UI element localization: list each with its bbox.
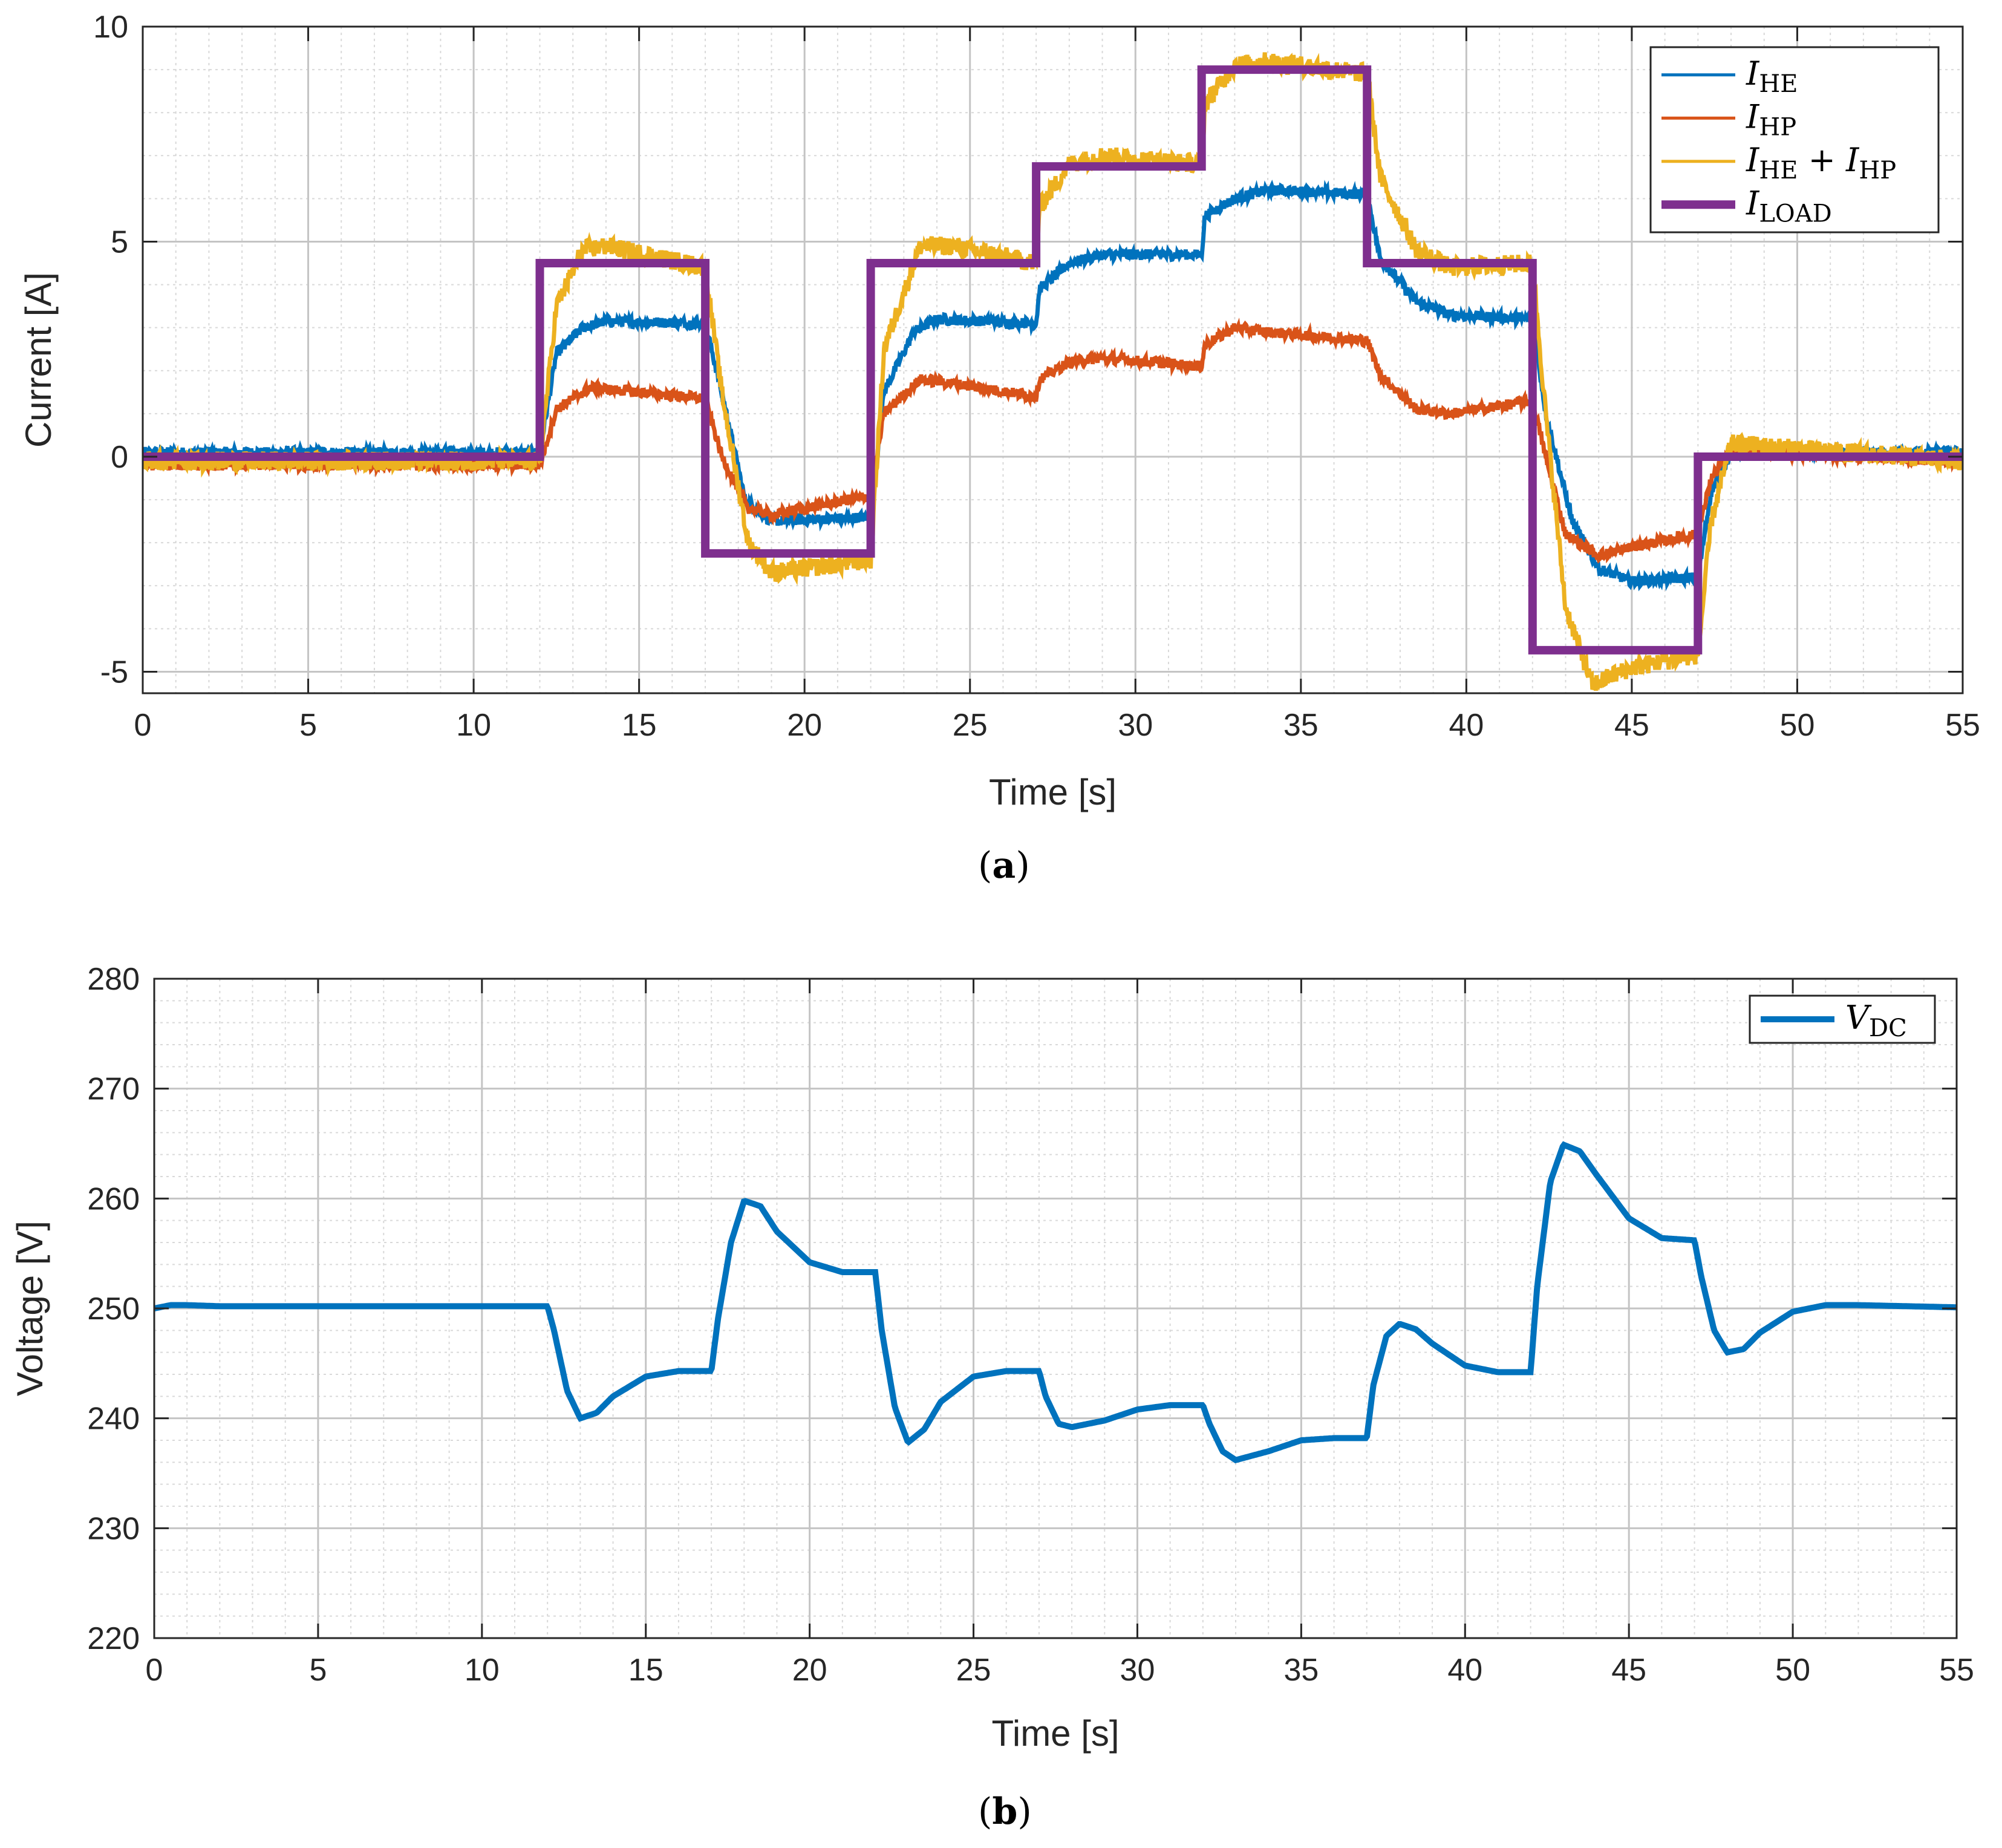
x-tick-label: 5 [309, 1653, 327, 1688]
legend-label: VDC [1845, 999, 1907, 1042]
y-axis-label: Current [A] [18, 272, 59, 448]
x-tick-label: 30 [1120, 1653, 1155, 1688]
series-line-v-dc [154, 1141, 1957, 1464]
chart-panel-a: 0 5 10 15 20 25 30 35 40 45 50 55 -5 0 5 10 Time [s] Curr… [0, 0, 2002, 907]
x-tick-label: 20 [792, 1653, 827, 1688]
x-tick-label: 40 [1449, 708, 1484, 743]
x-tick-label: 0 [134, 708, 152, 743]
x-tick-label: 40 [1447, 1653, 1482, 1688]
legend-box [1649, 46, 1940, 233]
series-group-b [154, 1141, 1957, 1464]
x-tick-label: 25 [956, 1653, 991, 1688]
x-tick-label: 45 [1614, 708, 1649, 743]
y-tick-label: 280 [87, 962, 140, 997]
x-tick-label: 20 [787, 708, 822, 743]
y-tick-label: 240 [87, 1402, 140, 1437]
caption-b: (b) [978, 1791, 1032, 1833]
x-tick-label: 30 [1118, 708, 1153, 743]
y-tick-label: 250 [87, 1291, 140, 1327]
x-tick-label: 45 [1611, 1653, 1646, 1688]
x-tick-label: 15 [622, 708, 657, 743]
series-group-a [143, 52, 1963, 691]
y-tick-label: 10 [93, 10, 128, 45]
chart-b-svg: 0 5 10 15 20 25 30 35 40 45 50 55 220 230 240 250 260 270… [10, 962, 1974, 1754]
x-tick-label: 25 [953, 708, 988, 743]
caption-a: (a) [978, 844, 1030, 887]
y-axis-label: Voltage [V] [10, 1221, 50, 1396]
axes-box-a [142, 25, 1964, 694]
x-tick-label: 50 [1775, 1653, 1810, 1688]
x-tick-label: 15 [628, 1653, 664, 1688]
x-tick-label: 35 [1283, 1653, 1319, 1688]
y-tick-label: 5 [111, 224, 128, 260]
series-line-i-load [143, 65, 1963, 655]
chart-panel-b: 0 5 10 15 20 25 30 35 40 45 50 55 220 230 240 250 260 270… [0, 944, 2002, 1848]
y-tick-label: 220 [87, 1621, 140, 1656]
x-tick-label: 0 [146, 1653, 163, 1688]
x-tick-label: 10 [456, 708, 491, 743]
x-tick-label: 35 [1283, 708, 1319, 743]
legend-label: IHP [1746, 97, 1796, 141]
x-tick-label: 5 [299, 708, 317, 743]
legend-b: VDC [1749, 994, 1936, 1044]
legend-label: ILOAD [1746, 184, 1832, 227]
tick-marks-b [153, 978, 1958, 1639]
y-tick-label: 0 [111, 440, 128, 475]
x-tick-label: 50 [1780, 708, 1815, 743]
y-tick-label: -5 [100, 655, 128, 690]
x-axis-label: Time [s] [991, 1713, 1119, 1754]
legend-label: IHE + IHP [1746, 141, 1896, 184]
y-tick-label: 270 [87, 1072, 140, 1107]
y-tick-label: 260 [87, 1181, 140, 1216]
y-tick-label: 230 [87, 1511, 140, 1546]
x-axis-label: Time [s] [989, 772, 1117, 812]
x-tick-label: 55 [1945, 708, 1980, 743]
series-line-i-he-i-hp [143, 52, 1963, 691]
tick-marks-a [142, 25, 1964, 693]
legend-label: IHE [1746, 54, 1798, 98]
x-tick-label: 10 [465, 1653, 500, 1688]
x-tick-label: 55 [1939, 1653, 1974, 1688]
